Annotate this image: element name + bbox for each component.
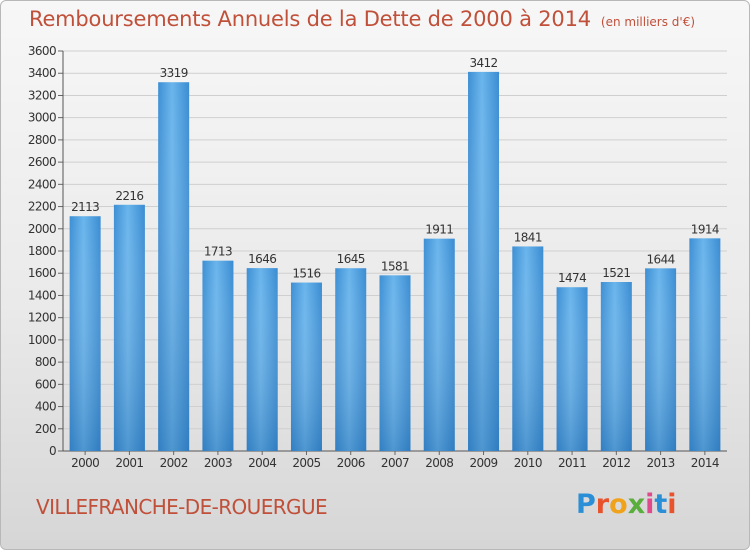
data-label: 1516 xyxy=(292,267,320,281)
data-labels: 2113 2216 3319 1713 1646 1516 1645 1581 1911 3412… xyxy=(71,56,719,285)
data-label: 2216 xyxy=(115,189,143,203)
y-tick-label: 1600 xyxy=(28,266,56,280)
data-label: 3319 xyxy=(160,66,188,80)
bar-shade xyxy=(468,71,500,451)
y-tick-label: 3400 xyxy=(28,66,56,80)
bar-shade xyxy=(379,275,411,451)
x-tick-label: 2001 xyxy=(115,456,143,470)
data-label: 1521 xyxy=(602,266,630,280)
y-tick-label: 1400 xyxy=(28,288,56,302)
x-tick-label: 2008 xyxy=(425,456,453,470)
logo-letter: r xyxy=(595,489,610,520)
y-tick-label: 600 xyxy=(35,377,56,391)
data-label: 1713 xyxy=(204,245,232,259)
x-tick-label: 2005 xyxy=(292,456,320,470)
x-tick-label: 2010 xyxy=(514,456,542,470)
bar-shade xyxy=(246,268,278,451)
x-tick-label: 2003 xyxy=(204,456,232,470)
y-tick-label: 2000 xyxy=(28,222,56,236)
x-tick-label: 2006 xyxy=(337,456,365,470)
bars xyxy=(69,71,721,451)
proxiti-logo: Proxiti xyxy=(576,489,677,520)
x-tick-label: 2013 xyxy=(647,456,675,470)
chart-title: Remboursements Annuels de la Dette de 20… xyxy=(29,7,591,31)
x-tick-label: 2011 xyxy=(558,456,586,470)
y-tick-label: 3600 xyxy=(28,44,56,58)
data-label: 1474 xyxy=(558,271,586,285)
y-tick-label: 2200 xyxy=(28,200,56,214)
bar-shade xyxy=(423,238,455,451)
x-tick-label: 2007 xyxy=(381,456,409,470)
y-tick-label: 3000 xyxy=(28,111,56,125)
y-tick-label: 800 xyxy=(35,355,56,369)
y-tick-label: 3200 xyxy=(28,88,56,102)
data-label: 3412 xyxy=(469,56,497,70)
logo-letter: o xyxy=(609,489,628,520)
y-tick-label: 1000 xyxy=(28,333,56,347)
y-tick-label: 1200 xyxy=(28,311,56,325)
x-tick-label: 2000 xyxy=(71,456,99,470)
bar-shade xyxy=(113,204,145,451)
city-name: VILLEFRANCHE-DE-ROUERGUE xyxy=(36,495,328,519)
x-tick-label: 2014 xyxy=(691,456,719,470)
logo-letter: i xyxy=(667,489,677,520)
logo-letter: P xyxy=(576,489,596,520)
bar-shade xyxy=(689,238,721,451)
x-tick-label: 2009 xyxy=(469,456,497,470)
data-label: 1646 xyxy=(248,252,276,266)
chart-subtitle: (en milliers d'€) xyxy=(600,15,696,29)
data-label: 1841 xyxy=(514,230,542,244)
bar-shade xyxy=(69,216,101,451)
data-label: 1911 xyxy=(425,223,453,237)
y-tick-label: 2800 xyxy=(28,133,56,147)
logo-letter: x xyxy=(627,489,646,520)
y-tick-label: 0 xyxy=(49,444,56,458)
data-label: 1581 xyxy=(381,259,409,273)
title-row: Remboursements Annuels de la Dette de 20… xyxy=(29,7,695,31)
bar-shade xyxy=(556,287,588,451)
data-label: 2113 xyxy=(71,200,99,214)
y-tick-label: 2600 xyxy=(28,155,56,169)
y-tick-label: 2400 xyxy=(28,177,56,191)
logo-letter: i xyxy=(645,489,655,520)
bar-shade xyxy=(335,268,367,451)
data-label: 1914 xyxy=(691,222,719,236)
y-tick-label: 200 xyxy=(35,422,56,436)
bar-shade xyxy=(645,268,677,451)
axes: 0 200 400 600 800 1000 1200 1400 1600 1800 2000 220… xyxy=(28,44,727,470)
y-tick-label: 1800 xyxy=(28,244,56,258)
logo-letter: t xyxy=(654,489,668,520)
x-tick-label: 2012 xyxy=(602,456,630,470)
x-tick-label: 2002 xyxy=(160,456,188,470)
bar-shade xyxy=(600,282,632,451)
y-tick-label: 400 xyxy=(35,400,56,414)
bar-shade xyxy=(202,260,234,451)
data-label: 1645 xyxy=(337,252,365,266)
bar-shade xyxy=(158,82,190,451)
bar-shade xyxy=(290,282,322,451)
bar-shade xyxy=(512,246,544,451)
data-label: 1644 xyxy=(647,252,675,266)
x-tick-label: 2004 xyxy=(248,456,276,470)
